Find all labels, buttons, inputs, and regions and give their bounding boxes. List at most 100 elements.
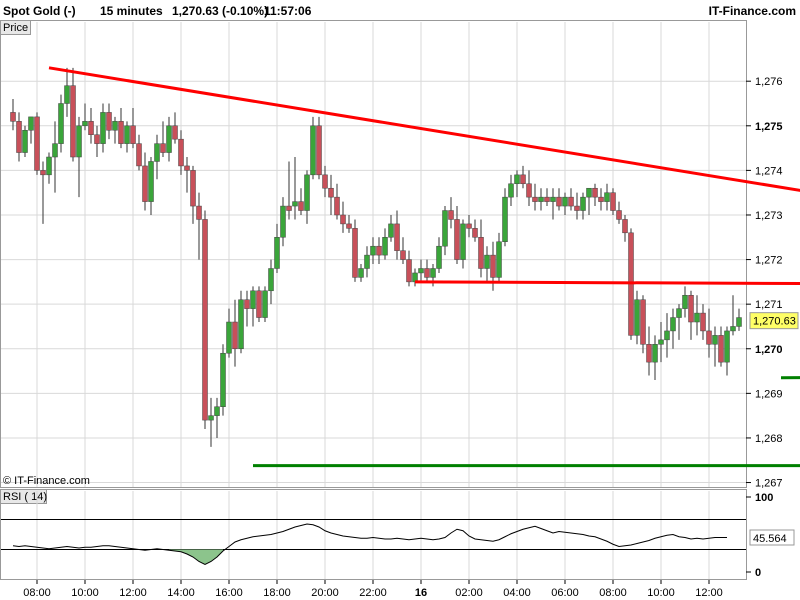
- candle: [478, 219, 484, 278]
- candle-body: [688, 294, 694, 323]
- candle: [538, 188, 544, 211]
- price-panel-tab: Price: [0, 20, 31, 35]
- candle-body: [646, 344, 652, 363]
- candle: [562, 192, 568, 215]
- x-tick-label: 04:00: [503, 587, 531, 599]
- rsi-panel-tab: RSI ( 14): [0, 489, 47, 504]
- candle-body: [160, 143, 166, 153]
- candle: [382, 228, 388, 260]
- candle-body: [670, 317, 676, 332]
- candle: [502, 188, 508, 247]
- candle: [100, 103, 106, 153]
- rsi-oversold-area: [169, 549, 223, 565]
- candle: [232, 299, 238, 367]
- candle: [112, 116, 118, 144]
- candle-body: [94, 134, 100, 144]
- candle: [76, 116, 82, 198]
- candle-body: [676, 308, 682, 318]
- candle-body: [388, 223, 394, 238]
- candle: [64, 67, 70, 117]
- candle-body: [394, 223, 400, 251]
- candle-body: [436, 245, 442, 269]
- candle: [142, 152, 148, 211]
- candle: [376, 237, 382, 265]
- candle: [706, 308, 712, 358]
- price-y-tick-label: 1,267: [755, 478, 783, 490]
- candle: [250, 286, 256, 327]
- candle: [412, 268, 418, 287]
- x-tick-label: 08:00: [23, 587, 51, 599]
- trendline-support-recent-low: [780, 376, 800, 380]
- candle-body: [520, 174, 526, 185]
- candle: [52, 121, 58, 193]
- candle-body: [658, 339, 664, 345]
- candle-body: [526, 183, 532, 198]
- candle: [166, 116, 172, 162]
- candle: [370, 237, 376, 265]
- candle-body: [292, 201, 298, 207]
- candle-body: [184, 165, 190, 171]
- candle: [388, 214, 394, 242]
- x-tick-label: 12:00: [119, 587, 147, 599]
- candle-body: [730, 326, 736, 332]
- candle: [568, 188, 574, 211]
- candle-body: [10, 112, 16, 122]
- candle-body: [208, 415, 214, 421]
- price-y-tick-label: 1,274: [755, 165, 783, 177]
- price-trendlines: [48, 66, 800, 468]
- candle-body: [142, 165, 148, 202]
- x-tick-label: 10:00: [71, 587, 99, 599]
- candle-body: [46, 156, 52, 176]
- candle: [298, 188, 304, 215]
- candle: [586, 187, 592, 215]
- candle-body: [40, 170, 46, 176]
- candle: [310, 116, 316, 180]
- candle: [640, 295, 646, 354]
- candle: [442, 206, 448, 256]
- candle-body: [610, 192, 616, 211]
- candle-body: [454, 219, 460, 260]
- candle-body: [316, 125, 322, 176]
- candle-body: [214, 406, 220, 416]
- candle-body: [256, 290, 262, 318]
- candle-body: [406, 259, 412, 283]
- candle: [190, 165, 196, 224]
- candle-body: [358, 268, 364, 278]
- candle-body: [382, 237, 388, 256]
- candle: [580, 192, 586, 220]
- candle-body: [76, 125, 82, 158]
- candle: [70, 67, 76, 162]
- candle-body: [196, 205, 202, 220]
- candle-body: [268, 268, 274, 292]
- candle-body: [736, 317, 742, 327]
- candle: [130, 107, 136, 149]
- candle: [550, 188, 556, 220]
- price-y-tick-label: 1,270: [755, 344, 783, 356]
- candle: [694, 295, 700, 336]
- candle: [220, 344, 226, 416]
- candle-body: [352, 228, 358, 278]
- candle-body: [190, 170, 196, 207]
- candle: [514, 170, 520, 198]
- x-tick-label: 14:00: [167, 587, 195, 599]
- candle-body: [124, 125, 130, 144]
- x-tick-label: 22:00: [359, 587, 387, 599]
- candle-body: [616, 210, 622, 220]
- candle: [304, 170, 310, 224]
- candle-body: [664, 330, 670, 341]
- candle: [574, 192, 580, 220]
- candle: [352, 219, 358, 282]
- candle-body: [562, 196, 568, 207]
- candle: [262, 286, 268, 323]
- candle-body: [724, 330, 730, 363]
- candle-body: [100, 112, 106, 144]
- candle-body: [604, 192, 610, 202]
- candle-body: [322, 174, 328, 189]
- candle-body: [346, 223, 352, 229]
- candle: [496, 232, 502, 282]
- candle-body: [172, 125, 178, 140]
- candle: [592, 183, 598, 207]
- price-y-tick-label: 1,273: [755, 210, 783, 222]
- candle: [364, 246, 370, 278]
